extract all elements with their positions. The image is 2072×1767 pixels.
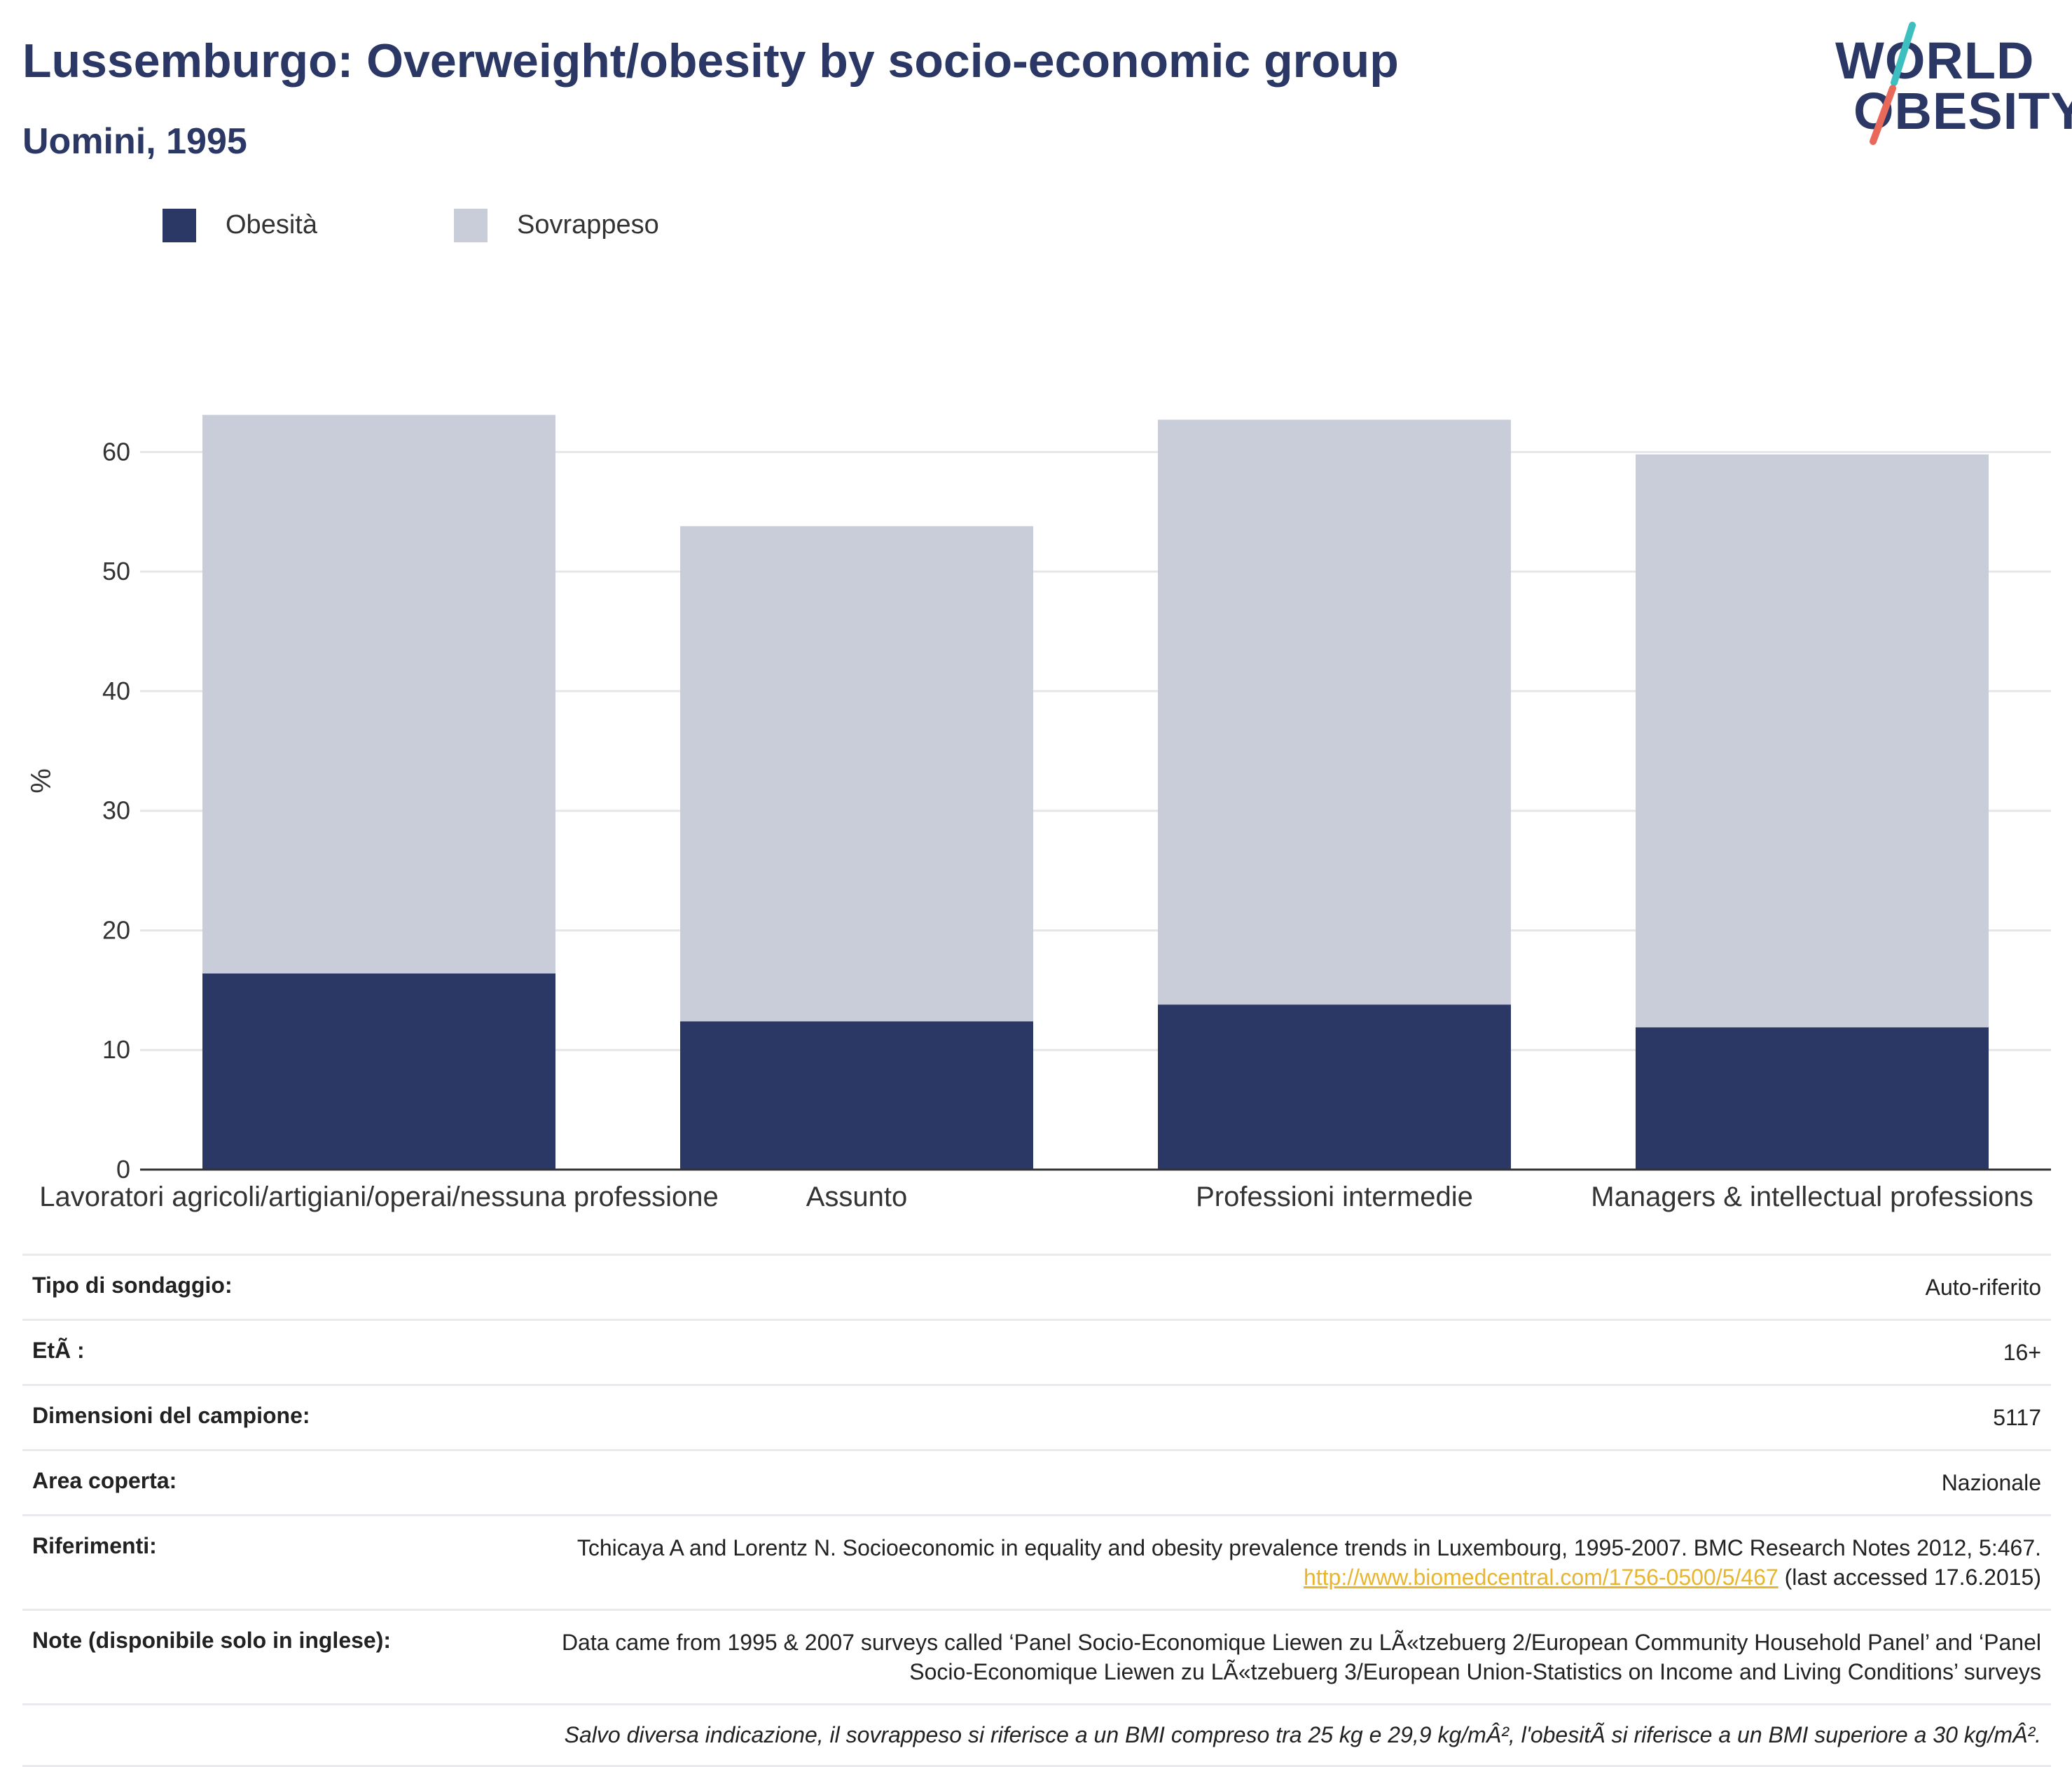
bar-overweight <box>1636 454 1989 1027</box>
page-subtitle: Uomini, 1995 <box>22 121 247 162</box>
legend-label-obesity: Obesità <box>226 210 317 240</box>
bar-overweight <box>1158 420 1511 1005</box>
y-axis-label: % <box>26 768 57 794</box>
bar-overweight <box>202 415 555 973</box>
info-row-survey-type: Tipo di sondaggio: Auto-riferito <box>22 1254 2051 1319</box>
info-value: Auto-riferito <box>1925 1275 2041 1300</box>
legend-swatch-obesity <box>163 209 196 242</box>
y-tick-label: 0 <box>116 1155 130 1184</box>
x-category-label: Lavoratori agricoli/artigiani/operai/nes… <box>39 1182 718 1212</box>
bar-overweight <box>680 526 1033 1022</box>
x-category-label: Assunto <box>806 1182 908 1212</box>
reference-accessed: (last accessed 17.6.2015) <box>1784 1565 2041 1590</box>
footnote: Salvo diversa indicazione, il sovrappeso… <box>22 1703 2051 1767</box>
y-tick-label: 20 <box>102 915 130 944</box>
info-key: Note (disponibile solo in inglese): <box>32 1628 392 1653</box>
bar-obesity <box>1158 1004 1511 1170</box>
logo-slash-icon <box>1870 22 1916 145</box>
info-value: Data came from 1995 & 2007 surveys calle… <box>561 1630 2041 1684</box>
info-key: Dimensioni del campione: <box>32 1403 310 1428</box>
info-value: Tchicaya A and Lorentz N. Socioeconomic … <box>535 1533 2041 1592</box>
page-title: Lussemburgo: Overweight/obesity by socio… <box>22 34 1399 88</box>
x-category-label: Managers & intellectual professions <box>1591 1182 2033 1212</box>
bar-obesity <box>680 1021 1033 1170</box>
bar-obesity <box>1636 1027 1989 1170</box>
info-row-area: Area coperta: Nazionale <box>22 1449 2051 1514</box>
x-category-label: Professioni intermedie <box>1196 1182 1473 1212</box>
info-row-notes: Note (disponibile solo in inglese): Data… <box>22 1609 2051 1703</box>
info-key: Area coperta: <box>32 1468 177 1493</box>
y-tick-label: 60 <box>102 437 130 466</box>
info-key: EtÃ : <box>32 1338 85 1363</box>
logo-line-1: WORLD <box>1835 32 2035 90</box>
legend-swatch-overweight <box>454 209 488 242</box>
info-row-sample-size: Dimensioni del campione: 5117 <box>22 1384 2051 1449</box>
info-table: Tipo di sondaggio: Auto-riferito EtÃ : 1… <box>22 1254 2051 1767</box>
y-tick-label: 30 <box>102 796 130 825</box>
info-row-age: EtÃ : 16+ <box>22 1319 2051 1384</box>
info-value: 16+ <box>2003 1340 2041 1365</box>
info-key: Tipo di sondaggio: <box>32 1273 233 1298</box>
y-tick-label: 10 <box>102 1035 130 1064</box>
bar-obesity <box>202 973 555 1170</box>
reference-link[interactable]: http://www.biomedcentral.com/1756-0500/5… <box>1303 1565 1779 1590</box>
info-key: Riferimenti: <box>32 1533 157 1558</box>
info-value: Nazionale <box>1941 1470 2041 1495</box>
world-obesity-logo: WORLD OBESITY <box>1835 21 2072 147</box>
bar-chart: 0 10 20 30 40 50 60% Lavoratori agricoli/artigi… <box>26 415 2051 1212</box>
legend-label-overweight: Sovrappeso <box>517 210 659 240</box>
reference-text: Tchicaya A and Lorentz N. Socioeconomic … <box>576 1535 2041 1560</box>
info-row-references: Riferimenti: Tchicaya A and Lorentz N. S… <box>22 1514 2051 1609</box>
info-value: 5117 <box>1993 1405 2041 1430</box>
y-tick-label: 40 <box>102 677 130 705</box>
y-tick-label: 50 <box>102 557 130 585</box>
